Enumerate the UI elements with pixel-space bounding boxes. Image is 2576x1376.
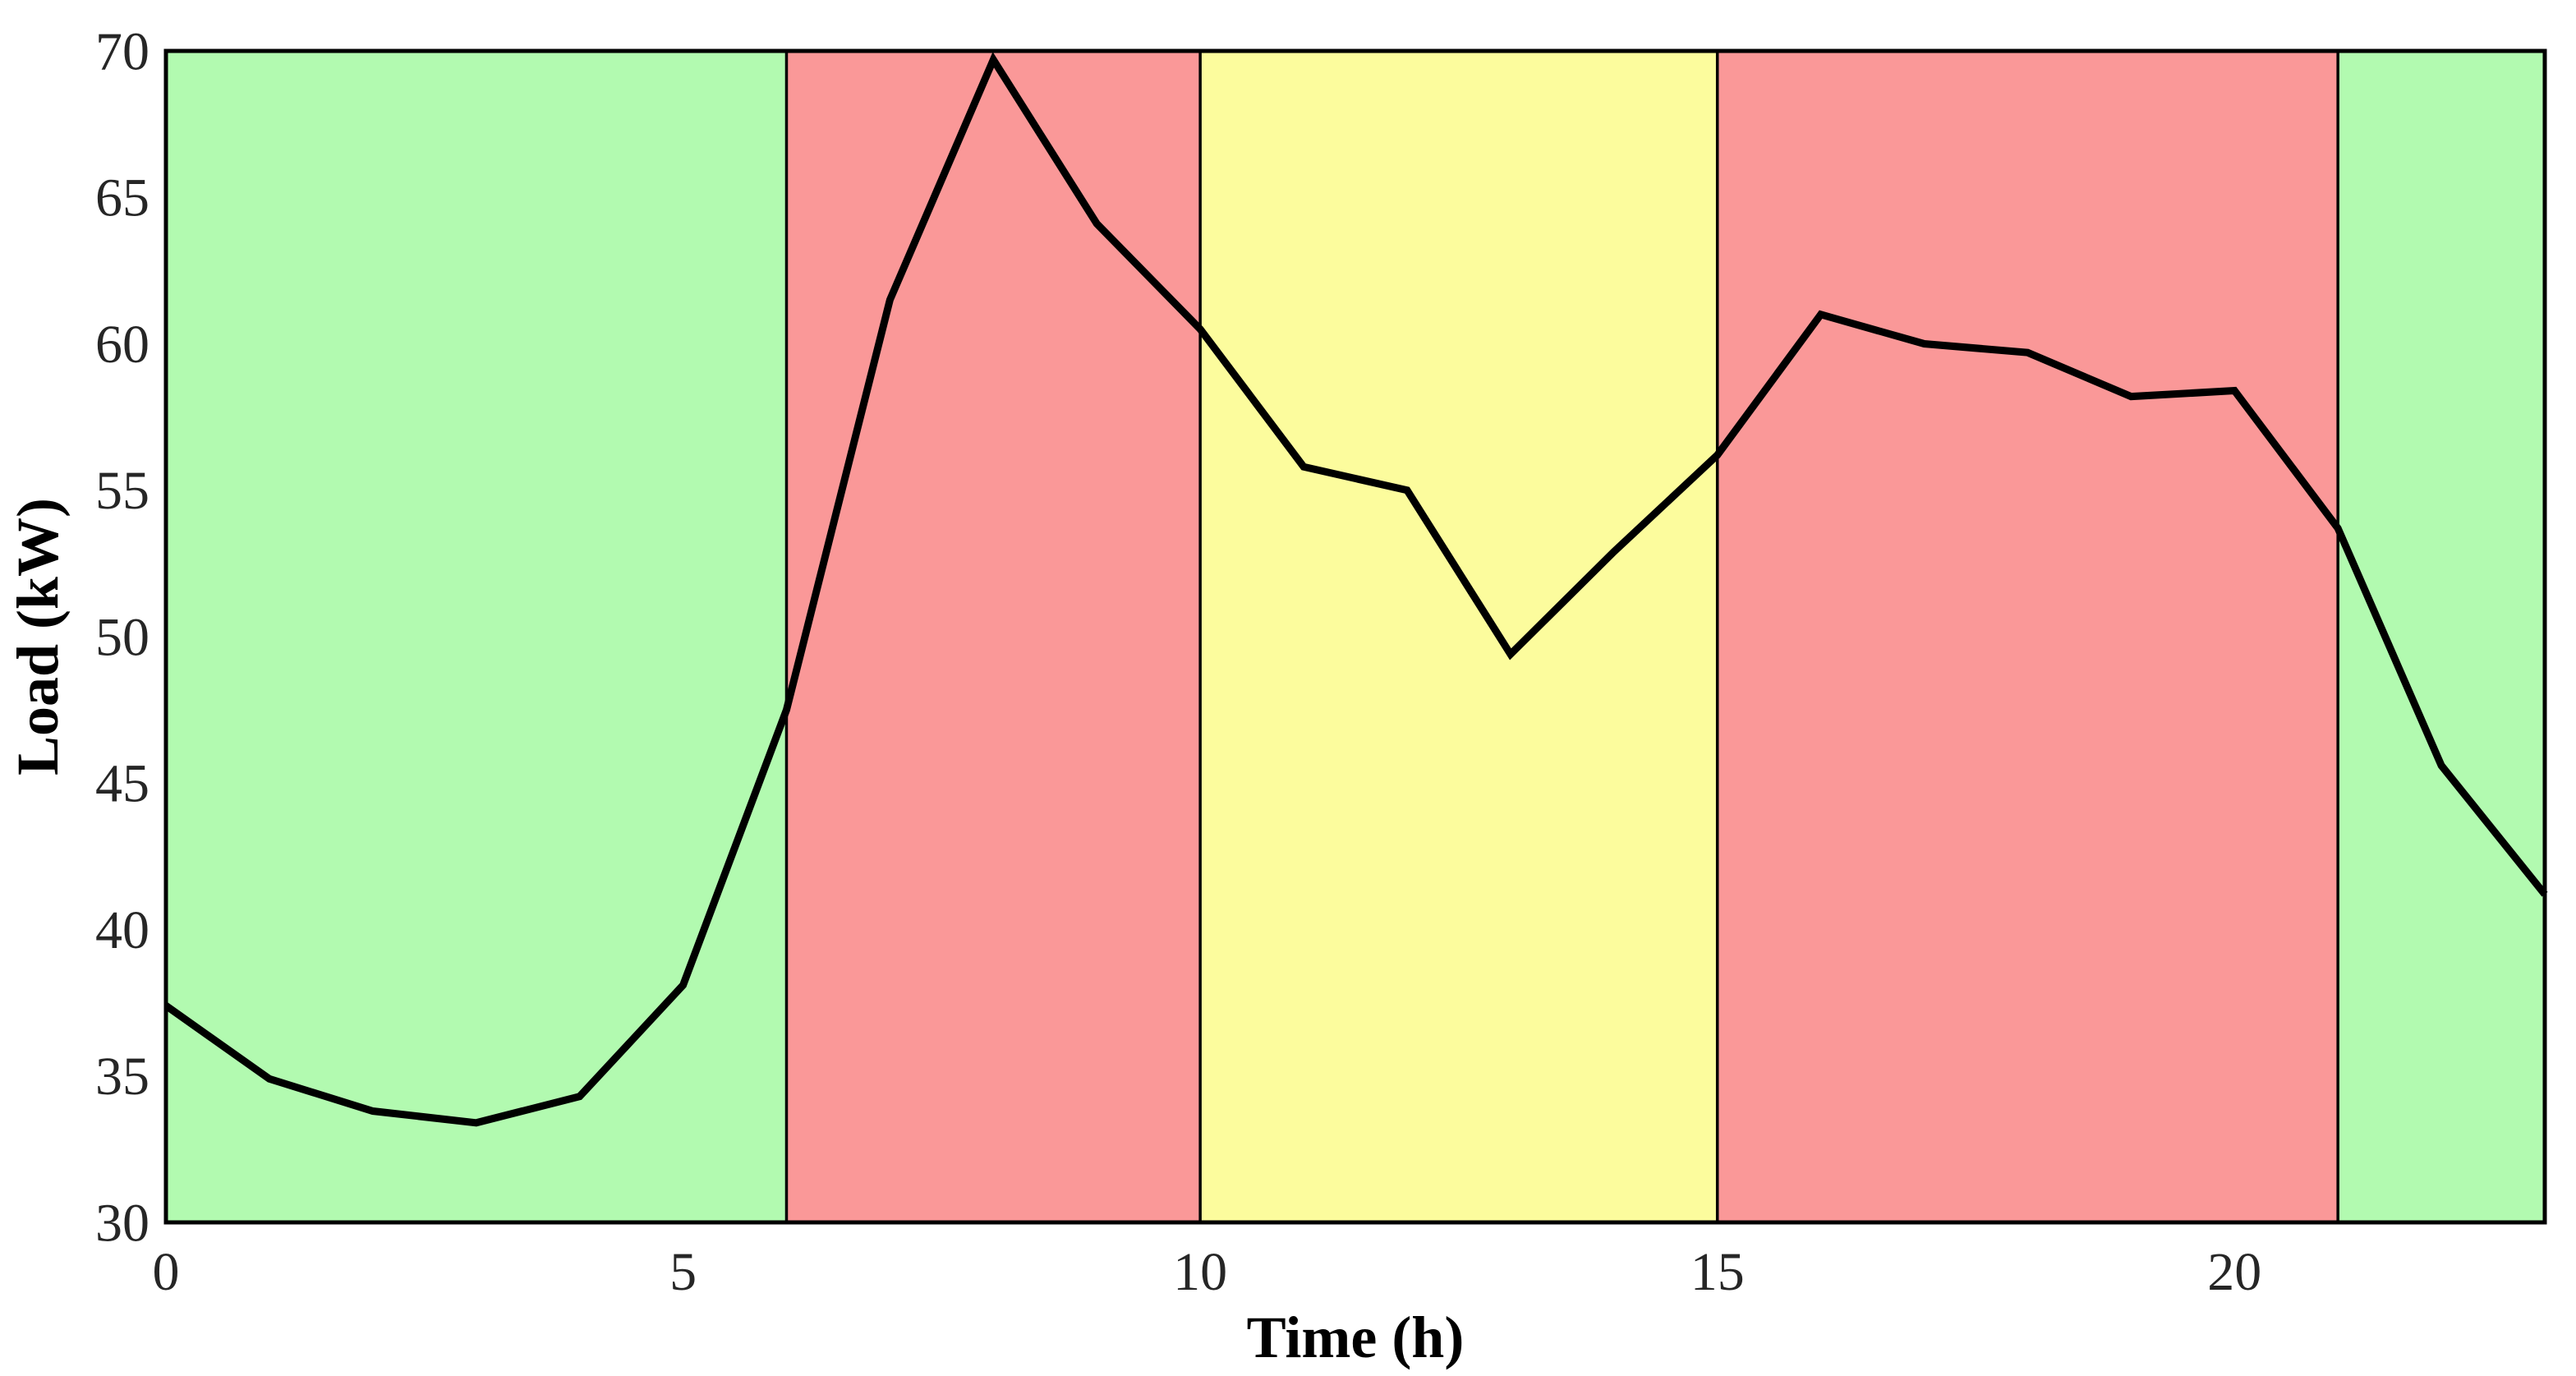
x-axis-label: Time (h)	[1247, 1305, 1465, 1370]
y-tick-label-30: 30	[95, 1193, 150, 1253]
band-yellow-10h-15h	[1200, 51, 1718, 1222]
band-green-0h-6h	[166, 51, 787, 1222]
y-tick-label-45: 45	[95, 754, 150, 814]
y-tick-label-60: 60	[95, 315, 150, 375]
x-tick-label-5: 5	[669, 1242, 697, 1302]
chart-plot-area: 0 5 10 15 20 30 35 40 45 50 55 60 65 70	[95, 21, 2548, 1302]
plot-box	[163, 48, 2547, 1225]
x-tick-label-15: 15	[1690, 1242, 1745, 1302]
y-axis-label: Load (kW)	[5, 498, 71, 775]
x-tick-label-10: 10	[1173, 1242, 1227, 1302]
band-green-21h-23h	[2338, 51, 2545, 1222]
y-tick-label-35: 35	[95, 1047, 150, 1107]
y-tick-label-70: 70	[95, 21, 150, 81]
y-tick-label-40: 40	[95, 900, 150, 960]
x-tick-label-0: 0	[153, 1242, 180, 1302]
y-tick-label-65: 65	[95, 168, 150, 228]
band-red-6h-10h	[786, 51, 1201, 1222]
y-tick-label-55: 55	[95, 461, 150, 521]
band-red-15h-21h	[1717, 51, 2339, 1222]
load-curve	[163, 52, 2548, 1127]
y-tick-label-50: 50	[95, 607, 150, 667]
x-tick-label-20: 20	[2207, 1242, 2261, 1302]
